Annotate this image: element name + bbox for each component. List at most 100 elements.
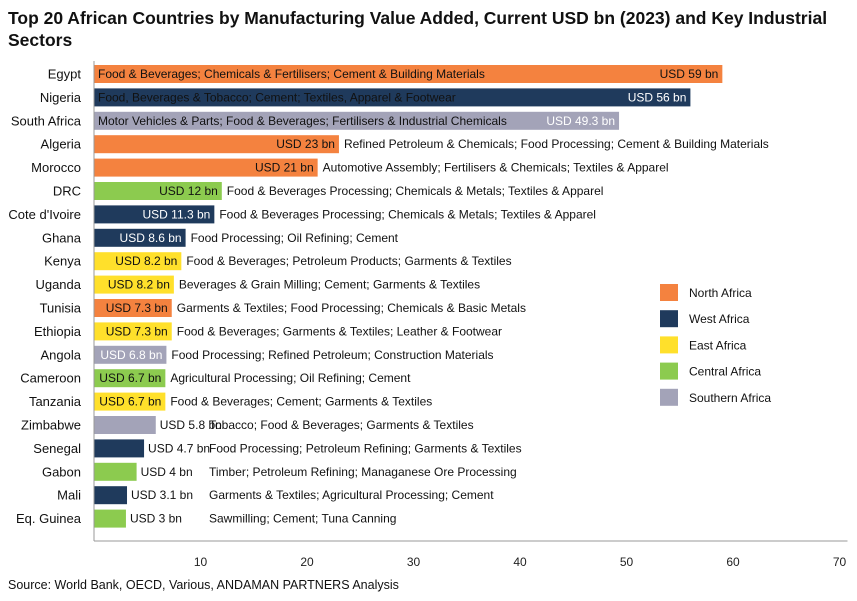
sector-label: Agricultural Processing; Oil Refining; C… (170, 371, 411, 385)
legend-item-central-africa: Central Africa (660, 362, 761, 380)
x-tick-label: 60 (726, 555, 740, 569)
bar (94, 486, 128, 505)
sector-label: Food Processing; Petroleum Refining; Gar… (209, 441, 522, 455)
bar (94, 228, 186, 247)
category-label: DRC (53, 184, 81, 199)
category-label: Morocco (31, 160, 81, 175)
bar-row-uganda: Uganda USD 8.2 bn Beverages & Grain Millin… (35, 275, 480, 294)
bar (94, 345, 167, 364)
value-label: USD 59 bn (660, 67, 719, 81)
value-label: USD 3 bn (130, 512, 182, 526)
chart-title: Top 20 African Countries by Manufacturin… (8, 8, 828, 50)
bar (94, 322, 172, 341)
category-label: Egypt (48, 67, 82, 82)
sector-label: Food & Beverages; Petroleum Products; Ga… (186, 254, 511, 268)
bar (94, 158, 318, 177)
bar (94, 205, 215, 224)
x-tick-label: 70 (833, 555, 847, 569)
bar-row-ethiopia: Ethiopia USD 7.3 bn Food & Beverages; Garm… (34, 322, 502, 341)
value-label: USD 7.3 bn (106, 301, 168, 315)
x-tick-label: 40 (513, 555, 527, 569)
sector-label: Food Processing; Oil Refining; Cement (191, 231, 399, 245)
bar (94, 392, 166, 411)
bar-row-angola: Angola USD 6.8 bn Food Processing; Refined… (41, 345, 494, 364)
category-label: Kenya (44, 254, 82, 269)
category-label: South Africa (11, 113, 82, 128)
sector-label: Tobacco; Food & Beverages; Garments & Te… (209, 418, 474, 432)
bar-row-drc: DRC USD 12 bn Food & Beverages Processing;… (53, 182, 604, 200)
category-label: Ethiopia (34, 324, 82, 339)
x-tick-label: 30 (407, 555, 421, 569)
value-label: USD 12 bn (159, 184, 218, 198)
value-label: USD 49.3 bn (546, 114, 615, 128)
bar-row-cote-d-ivoire: Cote d'Ivoire USD 11.3 bn Food & Beverages… (8, 205, 596, 224)
bar-row-morocco: Morocco USD 21 bn Automotive Assembly; Fer… (31, 158, 669, 177)
category-label: Cote d'Ivoire (8, 207, 81, 222)
sector-label: Food & Beverages Processing; Chemicals &… (219, 207, 596, 221)
category-label: Senegal (33, 441, 81, 456)
sector-label: Food Processing; Refined Petroleum; Cons… (171, 348, 493, 362)
legend-swatch (660, 310, 678, 328)
bar (94, 275, 174, 294)
bar (94, 416, 156, 434)
bar (94, 252, 182, 271)
category-label: Algeria (41, 137, 82, 152)
x-tick-label: 50 (620, 555, 634, 569)
value-label: USD 8.2 bn (115, 254, 177, 268)
sector-label: Garments & Textiles; Agricultural Proces… (209, 488, 494, 502)
legend-swatch (660, 362, 678, 380)
legend: North Africa West Africa East Africa Centra… (660, 284, 771, 406)
sector-label: Garments & Textiles; Food Processing; Ch… (177, 301, 526, 315)
sector-label: Food & Beverages Processing; Chemicals &… (227, 184, 604, 198)
legend-label: North Africa (689, 286, 752, 300)
bar (94, 439, 145, 458)
bar (94, 65, 723, 83)
bar-row-mali: Mali USD 3.1 bn Garments & Textiles; Agric… (57, 486, 494, 505)
legend-label: East Africa (689, 338, 747, 352)
bar-row-ghana: Ghana USD 8.6 bn Food Processing; Oil Refi… (42, 228, 399, 247)
legend-swatch (660, 284, 678, 301)
value-label: USD 56 bn (628, 90, 687, 104)
bar-row-kenya: Kenya USD 8.2 bn Food & Beverages; Petrole… (44, 252, 512, 271)
bar-row-south-africa: South Africa Motor Vehicles & Parts; Food… (11, 111, 620, 130)
sector-label: Beverages & Grain Milling; Cement; Garme… (179, 278, 480, 292)
sector-label: Timber; Petroleum Refining; Managanese O… (209, 465, 517, 479)
category-label: Gabon (42, 464, 81, 479)
category-label: Zimbabwe (21, 418, 81, 433)
sector-label: Food & Beverages; Cement; Garments & Tex… (170, 395, 432, 409)
bar (94, 182, 222, 200)
bar-row-tanzania: Tanzania USD 6.7 bn Food & Beverages; Ceme… (29, 392, 432, 411)
legend-label: Southern Africa (689, 391, 771, 405)
x-tick-label: 10 (194, 555, 208, 569)
value-label: USD 11.3 bn (143, 207, 211, 221)
sector-label: Automotive Assembly; Fertilisers & Chemi… (323, 161, 669, 175)
sector-label: Refined Petroleum & Chemicals; Food Proc… (344, 137, 769, 151)
bar (94, 135, 339, 154)
source-note: Source: World Bank, OECD, Various, ANDAM… (8, 578, 399, 592)
value-label: USD 4 bn (141, 465, 193, 479)
value-label: USD 3.1 bn (131, 488, 193, 502)
x-tick-label: 20 (300, 555, 314, 569)
bar (94, 111, 620, 130)
legend-swatch (660, 388, 678, 406)
sector-label: Food & Beverages; Garments & Textiles; L… (177, 324, 502, 338)
bar-row-eq-guinea: Eq. Guinea USD 3 bn Sawmilling; Cement; Tu… (16, 509, 396, 528)
category-label: Mali (57, 488, 81, 503)
category-label: Tanzania (29, 394, 82, 409)
sector-label: Food, Beverages & Tobacco; Cement; Texti… (98, 90, 456, 104)
category-label: Angola (41, 347, 82, 362)
bar (94, 299, 172, 317)
sector-label: Food & Beverages; Chemicals & Fertiliser… (98, 67, 485, 81)
bar (94, 462, 137, 481)
value-label: USD 7.3 bn (106, 324, 168, 338)
value-label: USD 8.2 bn (108, 278, 170, 292)
legend-swatch (660, 336, 678, 354)
bar-row-nigeria: Nigeria Food, Beverages & Tobacco; Cement… (40, 88, 691, 107)
value-label: USD 6.8 bn (100, 348, 162, 362)
category-label: Cameroon (20, 371, 81, 386)
legend-item-north-africa: North Africa (660, 284, 752, 301)
legend-item-southern-africa: Southern Africa (660, 388, 771, 406)
